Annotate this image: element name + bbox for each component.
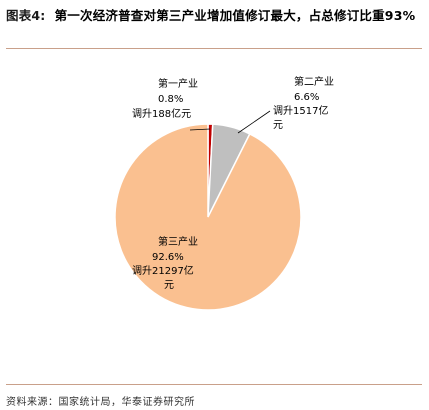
source-divider (6, 384, 422, 385)
slice-label-primary-name: 第一产业 (158, 77, 198, 90)
slice-label-secondary-percent: 6.6% (294, 92, 319, 103)
leader-line-secondary (237, 110, 271, 134)
figure-title-text: 第一次经济普查对第三产业增加值修订最大，占总修订比重93% (54, 8, 416, 23)
slice-label-tertiary-name: 第三产业 (158, 235, 198, 248)
title-divider (6, 48, 422, 49)
slice-label-secondary-value-line2: 元 (273, 120, 283, 131)
leader-line-primary (189, 128, 211, 131)
slice-label-secondary-name: 第二产业 (294, 75, 334, 88)
slice-label-primary-value: 调升188亿元 (132, 107, 191, 120)
pie-slices (114, 123, 302, 311)
slice-label-tertiary-percent: 92.6% (152, 252, 184, 263)
slice-label-tertiary-value-line2: 元 (164, 280, 174, 291)
pie-slice-tertiary (114, 123, 302, 311)
slice-label-secondary-value-line1: 调升1517亿 (273, 104, 328, 117)
figure-title: 图表4: 第一次经济普查对第三产业增加值修订最大，占总修订比重93% (6, 6, 424, 25)
source-note: 资料来源：国家统计局，华泰证券研究所 (6, 397, 195, 408)
pie-chart: 第一产业 0.8% 调升188亿元 第二产业 6.6% 调升1517亿 元 第三… (114, 75, 334, 311)
figure-label: 图表4: (6, 8, 46, 23)
slice-label-primary-percent: 0.8% (158, 94, 183, 105)
slice-label-tertiary-value-line1: 调升21297亿 (132, 264, 194, 277)
